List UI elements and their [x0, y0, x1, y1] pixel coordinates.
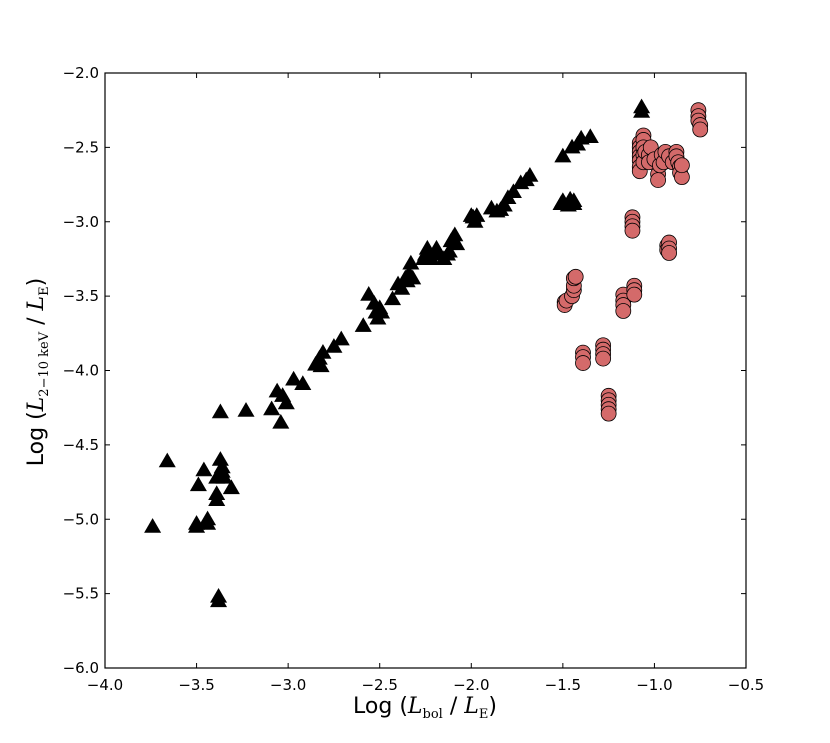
triangle-marker: [633, 98, 651, 114]
y-axis-label: Log (L2−10 keV / LE): [24, 278, 52, 466]
triangle-marker: [210, 588, 228, 603]
y-tick-label: −4.5: [63, 436, 99, 454]
triangle-marker: [208, 485, 226, 501]
triangle-marker: [332, 330, 350, 346]
plot-markers: [144, 98, 709, 608]
triangle-marker: [272, 413, 290, 429]
y-tick-label: −6.0: [63, 659, 99, 677]
y-tick-label: −5.5: [63, 585, 99, 603]
x-tick-label: −3.0: [270, 676, 306, 694]
triangle-marker: [222, 479, 240, 495]
circle-marker: [595, 350, 612, 367]
circle-marker: [615, 303, 632, 319]
x-tick-label: −2.0: [453, 676, 489, 694]
triangle-marker: [402, 254, 420, 270]
triangle-marker: [448, 235, 466, 251]
y-tick-label: −3.5: [63, 287, 99, 305]
circle-marker: [575, 355, 591, 371]
triangle-marker: [521, 167, 539, 182]
triangle-marker: [189, 476, 207, 492]
y-tick-label: −3.0: [63, 213, 99, 231]
triangle-marker: [504, 183, 522, 199]
triangle-marker: [263, 400, 281, 416]
circle-marker: [650, 172, 666, 189]
triangle-marker: [495, 196, 513, 212]
triangle-marker: [188, 515, 206, 530]
circle-marker: [624, 222, 641, 239]
triangle-marker: [325, 338, 343, 353]
x-tick-label: −4.0: [87, 676, 123, 694]
triangle-marker: [373, 303, 391, 319]
triangle-marker: [211, 403, 229, 419]
triangle-marker: [294, 375, 312, 390]
triangle-marker: [237, 402, 255, 417]
triangle-marker: [354, 317, 372, 332]
x-tick-label: −3.5: [178, 676, 214, 694]
triangle-marker: [440, 242, 458, 258]
triangle-marker: [393, 280, 411, 295]
triangle-marker: [565, 192, 583, 207]
axis-ticks: [104, 72, 747, 669]
circle-marker: [661, 245, 677, 261]
triangle-marker: [554, 147, 572, 163]
circle-marker: [600, 405, 617, 422]
triangle-marker: [195, 461, 213, 477]
triangle-marker: [215, 469, 233, 484]
y-tick-label: −4.0: [63, 362, 99, 380]
x-tick-label: −0.5: [728, 676, 764, 694]
circle-marker: [626, 286, 643, 303]
triangle-marker: [158, 452, 176, 468]
triangle-marker: [468, 207, 486, 222]
triangle-marker: [144, 518, 162, 533]
y-tick-label: −2.5: [63, 138, 99, 156]
x-axis-label: Log (Lbol / LE): [353, 694, 497, 722]
circle-marker: [692, 121, 709, 138]
triangle-marker: [277, 394, 295, 410]
triangle-marker: [285, 370, 303, 386]
x-tick-label: −1.5: [545, 676, 581, 694]
circle-marker: [567, 268, 584, 285]
y-tick-label: −2.0: [63, 64, 99, 82]
triangle-marker: [199, 510, 217, 526]
circle-marker: [674, 157, 690, 174]
triangle-marker: [581, 128, 599, 144]
triangle-marker: [360, 286, 378, 301]
triangle-marker: [312, 357, 330, 373]
triangle-marker: [404, 269, 422, 285]
y-tick-label: −5.0: [63, 510, 99, 528]
x-tick-label: −2.5: [361, 676, 397, 694]
triangle-marker: [384, 290, 402, 306]
axis-tick-labels: −4.0 −3.5 −3.0 −2.5 −2.0 −1.5 −1.0 −0.5 −6.0 −5.5…: [63, 64, 765, 694]
x-tick-label: −1.0: [636, 676, 672, 694]
